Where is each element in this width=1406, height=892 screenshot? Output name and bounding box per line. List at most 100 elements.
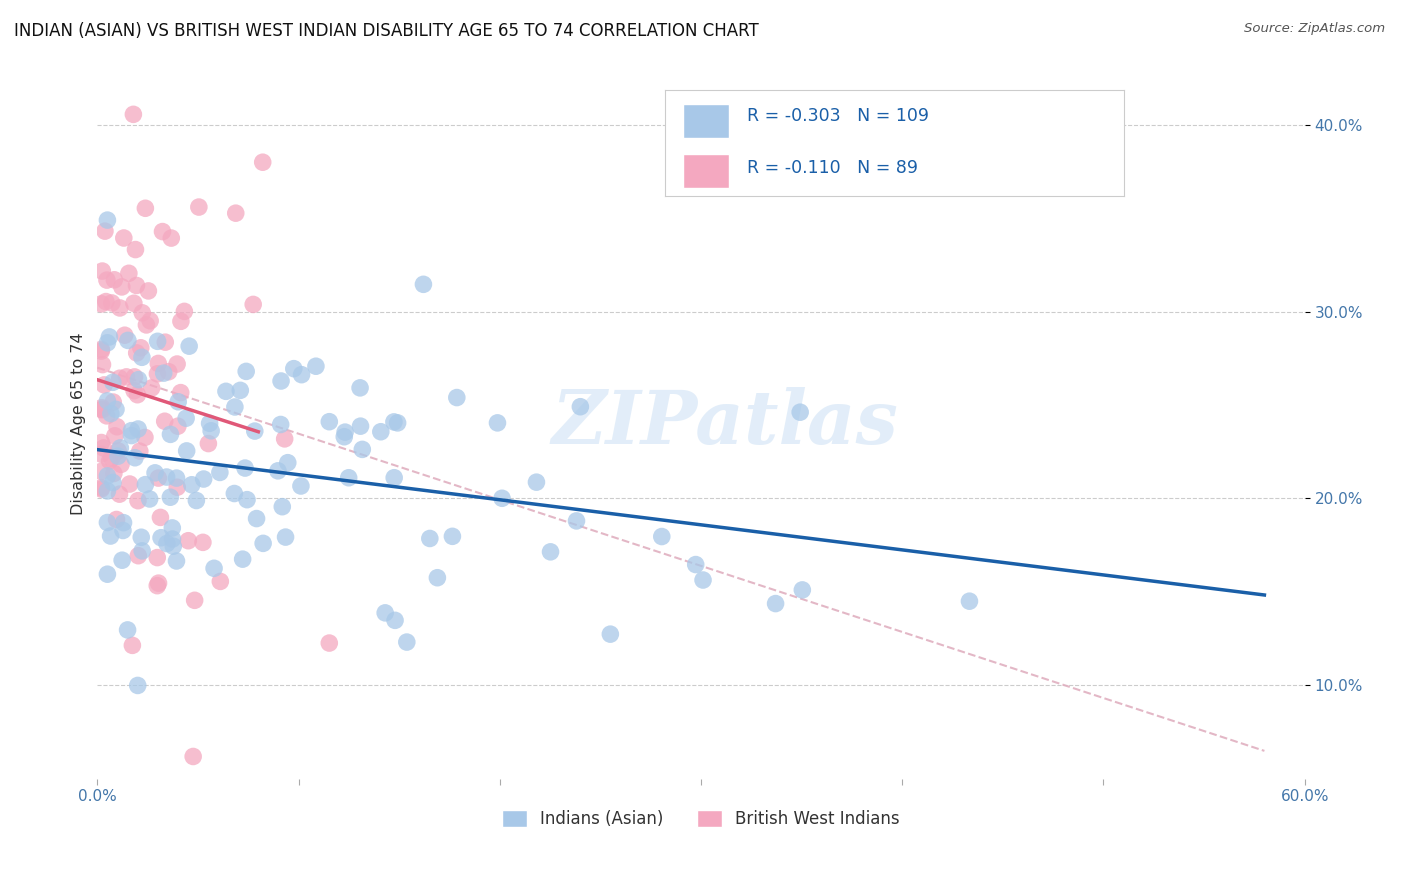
- Point: [162, 521, 184, 535]
- Point: [148, 356, 170, 370]
- Point: [789, 405, 811, 419]
- Point: [157, 365, 180, 379]
- Point: [148, 576, 170, 591]
- Point: [166, 480, 188, 494]
- Point: [274, 530, 297, 544]
- Point: [370, 425, 392, 439]
- Point: [599, 627, 621, 641]
- Point: [131, 306, 153, 320]
- Point: [156, 470, 179, 484]
- Point: [252, 536, 274, 550]
- Point: [209, 574, 232, 589]
- Point: [232, 552, 254, 566]
- Point: [215, 384, 238, 399]
- Point: [283, 361, 305, 376]
- Point: [131, 544, 153, 558]
- Point: [134, 201, 156, 215]
- Point: [441, 529, 464, 543]
- Point: [382, 471, 405, 485]
- Point: [193, 472, 215, 486]
- Point: [159, 427, 181, 442]
- Point: [90, 464, 112, 478]
- Point: [104, 429, 127, 443]
- Point: [198, 417, 221, 431]
- Point: [115, 370, 138, 384]
- Point: [108, 301, 131, 315]
- Point: [382, 415, 405, 429]
- Point: [125, 346, 148, 360]
- Point: [224, 400, 246, 414]
- Point: [166, 554, 188, 568]
- Point: [129, 530, 152, 544]
- Point: [162, 539, 184, 553]
- Point: [90, 401, 112, 415]
- Point: [224, 486, 246, 500]
- Y-axis label: Disability Age 65 to 74: Disability Age 65 to 74: [72, 333, 86, 515]
- Point: [114, 328, 136, 343]
- Point: [242, 297, 264, 311]
- Point: [685, 558, 707, 572]
- Point: [112, 516, 135, 530]
- Point: [111, 280, 134, 294]
- Point: [159, 490, 181, 504]
- Point: [153, 414, 176, 428]
- Point: [127, 422, 149, 436]
- Point: [96, 567, 118, 582]
- Point: [149, 510, 172, 524]
- Point: [419, 532, 441, 546]
- Point: [100, 450, 122, 465]
- Point: [134, 430, 156, 444]
- Point: [166, 357, 188, 371]
- Point: [127, 388, 149, 402]
- Point: [96, 409, 118, 423]
- Point: [387, 416, 409, 430]
- Point: [90, 447, 112, 461]
- Point: [959, 594, 981, 608]
- Point: [103, 467, 125, 481]
- Point: [765, 597, 787, 611]
- Point: [121, 639, 143, 653]
- Point: [100, 407, 122, 421]
- Point: [174, 411, 197, 425]
- Point: [395, 635, 418, 649]
- Point: [103, 273, 125, 287]
- Point: [122, 107, 145, 121]
- Point: [146, 367, 169, 381]
- Point: [125, 278, 148, 293]
- Point: [290, 479, 312, 493]
- Point: [118, 266, 141, 280]
- Text: Source: ZipAtlas.com: Source: ZipAtlas.com: [1244, 22, 1385, 36]
- Point: [150, 531, 173, 545]
- Point: [181, 749, 204, 764]
- Point: [105, 402, 128, 417]
- Point: [426, 571, 449, 585]
- Point: [107, 449, 129, 463]
- Point: [692, 573, 714, 587]
- Point: [318, 415, 340, 429]
- Point: [90, 402, 112, 417]
- Point: [349, 381, 371, 395]
- Point: [117, 334, 139, 348]
- Point: [202, 561, 225, 575]
- Point: [170, 385, 193, 400]
- Point: [93, 377, 115, 392]
- Point: [243, 424, 266, 438]
- Point: [208, 466, 231, 480]
- Point: [108, 487, 131, 501]
- Point: [146, 579, 169, 593]
- Point: [101, 296, 124, 310]
- Point: [135, 318, 157, 332]
- Point: [90, 344, 112, 359]
- Point: [91, 358, 114, 372]
- Point: [318, 636, 340, 650]
- Point: [90, 297, 112, 311]
- Point: [146, 550, 169, 565]
- Point: [446, 391, 468, 405]
- Legend: Indians (Asian), British West Indians: Indians (Asian), British West Indians: [495, 803, 907, 835]
- Point: [792, 582, 814, 597]
- Point: [91, 402, 114, 417]
- Point: [112, 231, 135, 245]
- Point: [155, 335, 177, 350]
- Point: [101, 376, 124, 390]
- Point: [121, 424, 143, 438]
